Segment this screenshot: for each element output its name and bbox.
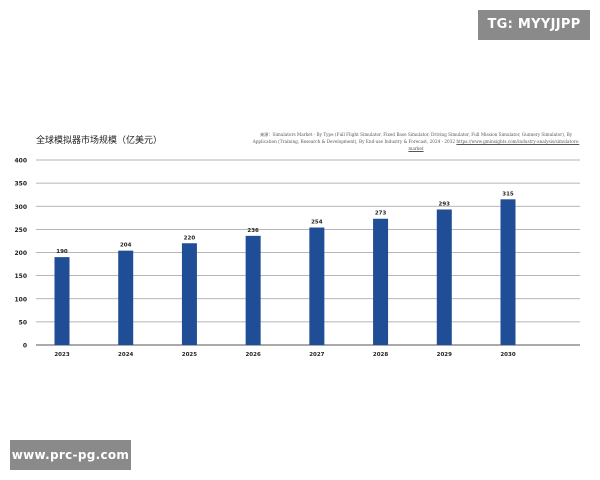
y-tick-label: 50 (19, 319, 27, 326)
chart-title: 全球模拟器市场规模（亿美元） (36, 136, 163, 146)
x-tick-label: 2027 (309, 352, 324, 358)
data-label: 236 (247, 228, 259, 234)
data-label: 190 (56, 249, 68, 255)
data-label: 254 (311, 220, 323, 226)
data-label: 293 (439, 201, 451, 207)
x-tick-label: 2024 (118, 352, 133, 358)
x-tick-label: 2025 (182, 352, 197, 358)
bar (245, 235, 261, 345)
y-tick-label: 400 (14, 158, 27, 165)
x-tick-label: 2026 (245, 352, 260, 358)
bar (500, 199, 516, 345)
y-tick-label: 0 (23, 343, 27, 350)
watermark-bottom-left: www.prc-pg.com (10, 440, 131, 470)
y-tick-label: 250 (14, 227, 27, 234)
bar (373, 218, 389, 345)
source-link[interactable]: https://www.gminsights.com/industry-anal… (408, 139, 580, 151)
bar (54, 257, 70, 345)
bar (118, 250, 134, 345)
y-tick-label: 100 (14, 296, 27, 303)
watermark-top-right: TG: MYYJJPP (478, 10, 590, 40)
bar (309, 227, 325, 345)
bar (436, 209, 452, 345)
x-tick-label: 2030 (500, 352, 515, 358)
data-label: 273 (375, 211, 387, 217)
source-text: Simulators Market - By Type (Full Flight… (252, 132, 573, 144)
y-tick-label: 150 (14, 273, 27, 280)
y-tick-label: 200 (14, 250, 27, 257)
data-label: 204 (120, 243, 132, 249)
source-prefix: 来源： (259, 132, 273, 137)
x-tick-label: 2023 (54, 352, 69, 358)
y-tick-label: 350 (14, 181, 27, 188)
bar (181, 243, 197, 345)
x-tick-label: 2028 (373, 352, 388, 358)
data-label: 315 (502, 191, 514, 197)
x-tick-label: 2029 (437, 352, 452, 358)
y-tick-label: 300 (14, 204, 27, 211)
data-label: 220 (184, 235, 196, 241)
source-note: 来源：Simulators Market - By Type (Full Fli… (252, 131, 580, 152)
